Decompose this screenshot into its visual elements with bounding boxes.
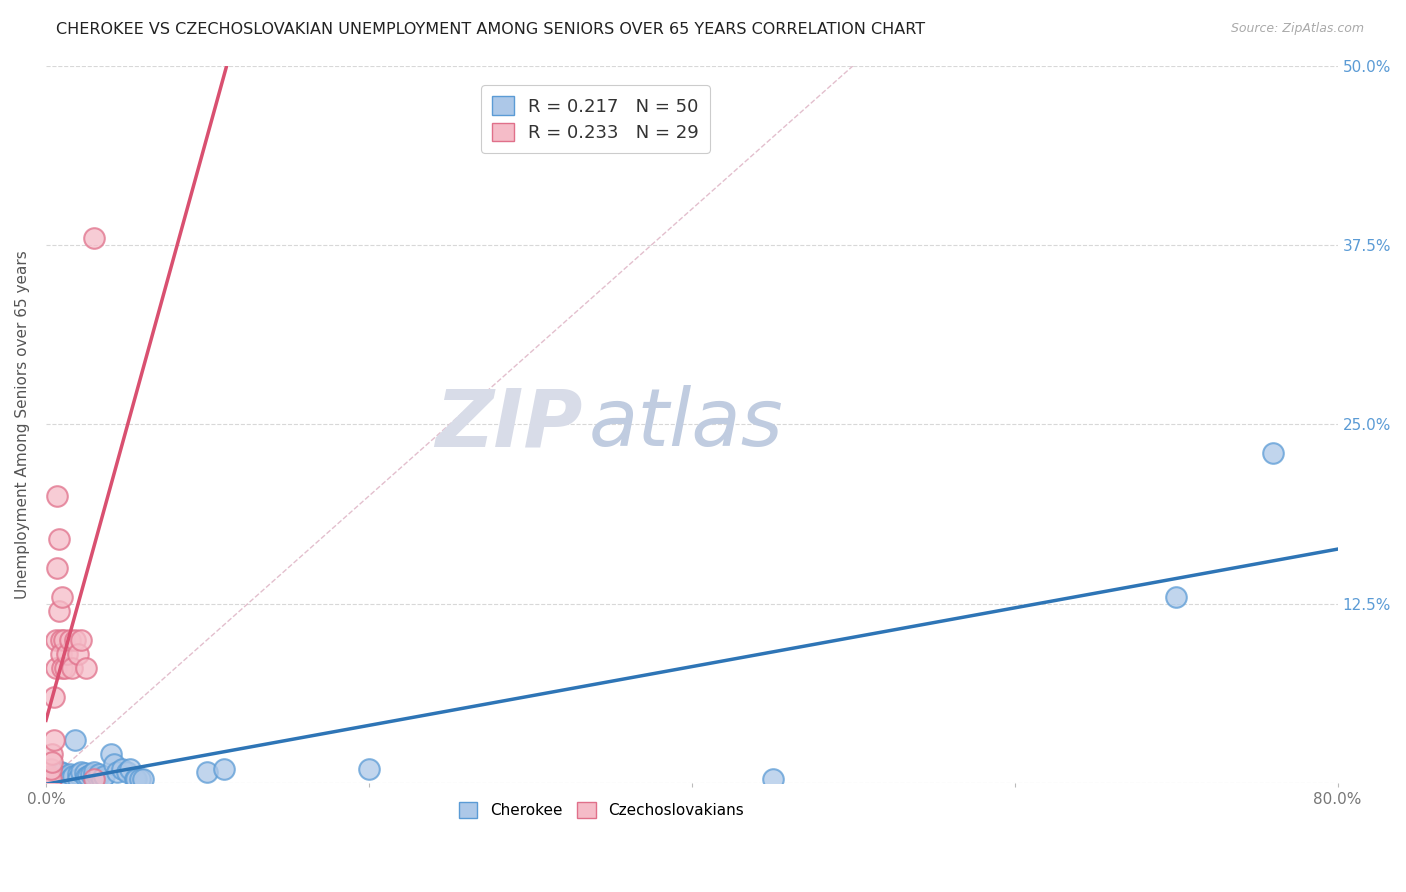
Point — [37, 773, 59, 788]
Point — [60, 661, 83, 675]
Point — [67, 767, 90, 781]
Text: atlas: atlas — [589, 385, 783, 463]
Point — [80, 767, 103, 781]
Point — [83, 772, 105, 786]
Point — [38, 772, 60, 786]
Point — [53, 772, 76, 786]
Point — [39, 772, 62, 786]
Point — [46, 561, 69, 575]
Point — [39, 770, 62, 784]
Point — [73, 766, 96, 780]
Point — [89, 767, 111, 781]
Point — [59, 772, 82, 786]
Point — [48, 769, 70, 783]
Point — [63, 632, 86, 647]
Point — [77, 769, 100, 783]
Point — [38, 769, 60, 783]
Point — [41, 747, 63, 762]
Point — [83, 231, 105, 245]
Point — [83, 769, 105, 783]
Point — [67, 647, 90, 661]
Point — [70, 632, 93, 647]
Point — [56, 647, 79, 661]
Point — [45, 772, 67, 786]
Point — [1166, 590, 1188, 604]
Legend: Cherokee, Czechoslovakians: Cherokee, Czechoslovakians — [451, 795, 751, 826]
Point — [63, 733, 86, 747]
Point — [67, 772, 90, 786]
Text: ZIP: ZIP — [434, 385, 582, 463]
Y-axis label: Unemployment Among Seniors over 65 years: Unemployment Among Seniors over 65 years — [15, 250, 30, 599]
Point — [42, 690, 65, 704]
Point — [39, 762, 62, 776]
Point — [42, 773, 65, 788]
Point — [42, 733, 65, 747]
Point — [51, 772, 73, 786]
Point — [70, 764, 93, 779]
Point — [59, 767, 82, 781]
Point — [115, 764, 138, 779]
Point — [45, 632, 67, 647]
Point — [761, 772, 783, 786]
Point — [51, 590, 73, 604]
Point — [357, 762, 380, 776]
Point — [86, 770, 108, 784]
Point — [49, 764, 72, 779]
Point — [53, 661, 76, 675]
Point — [52, 632, 75, 647]
Point — [46, 489, 69, 503]
Point — [1261, 446, 1284, 460]
Point — [46, 770, 69, 784]
Point — [212, 762, 235, 776]
Point — [41, 772, 63, 786]
Point — [100, 747, 122, 762]
Point — [37, 773, 59, 788]
Point — [48, 773, 70, 788]
Point — [93, 769, 115, 783]
Text: CHEROKEE VS CZECHOSLOVAKIAN UNEMPLOYMENT AMONG SENIORS OVER 65 YEARS CORRELATION: CHEROKEE VS CZECHOSLOVAKIAN UNEMPLOYMENT… — [56, 22, 925, 37]
Point — [45, 661, 67, 675]
Point — [118, 762, 141, 776]
Point — [105, 764, 128, 779]
Point — [75, 770, 97, 784]
Point — [51, 766, 73, 780]
Point — [48, 532, 70, 546]
Point — [124, 772, 146, 786]
Point — [52, 770, 75, 784]
Point — [103, 757, 125, 772]
Point — [128, 772, 150, 786]
Point — [41, 755, 63, 769]
Point — [56, 769, 79, 783]
Point — [49, 632, 72, 647]
Text: Source: ZipAtlas.com: Source: ZipAtlas.com — [1230, 22, 1364, 36]
Point — [42, 769, 65, 783]
Point — [48, 604, 70, 618]
Point — [75, 661, 97, 675]
Point — [83, 764, 105, 779]
Point — [58, 770, 80, 784]
Point — [62, 769, 84, 783]
Point — [132, 772, 155, 786]
Point — [197, 764, 219, 779]
Point — [49, 647, 72, 661]
Point — [91, 772, 114, 786]
Point — [59, 632, 82, 647]
Point — [51, 661, 73, 675]
Point — [125, 772, 148, 786]
Point — [111, 762, 134, 776]
